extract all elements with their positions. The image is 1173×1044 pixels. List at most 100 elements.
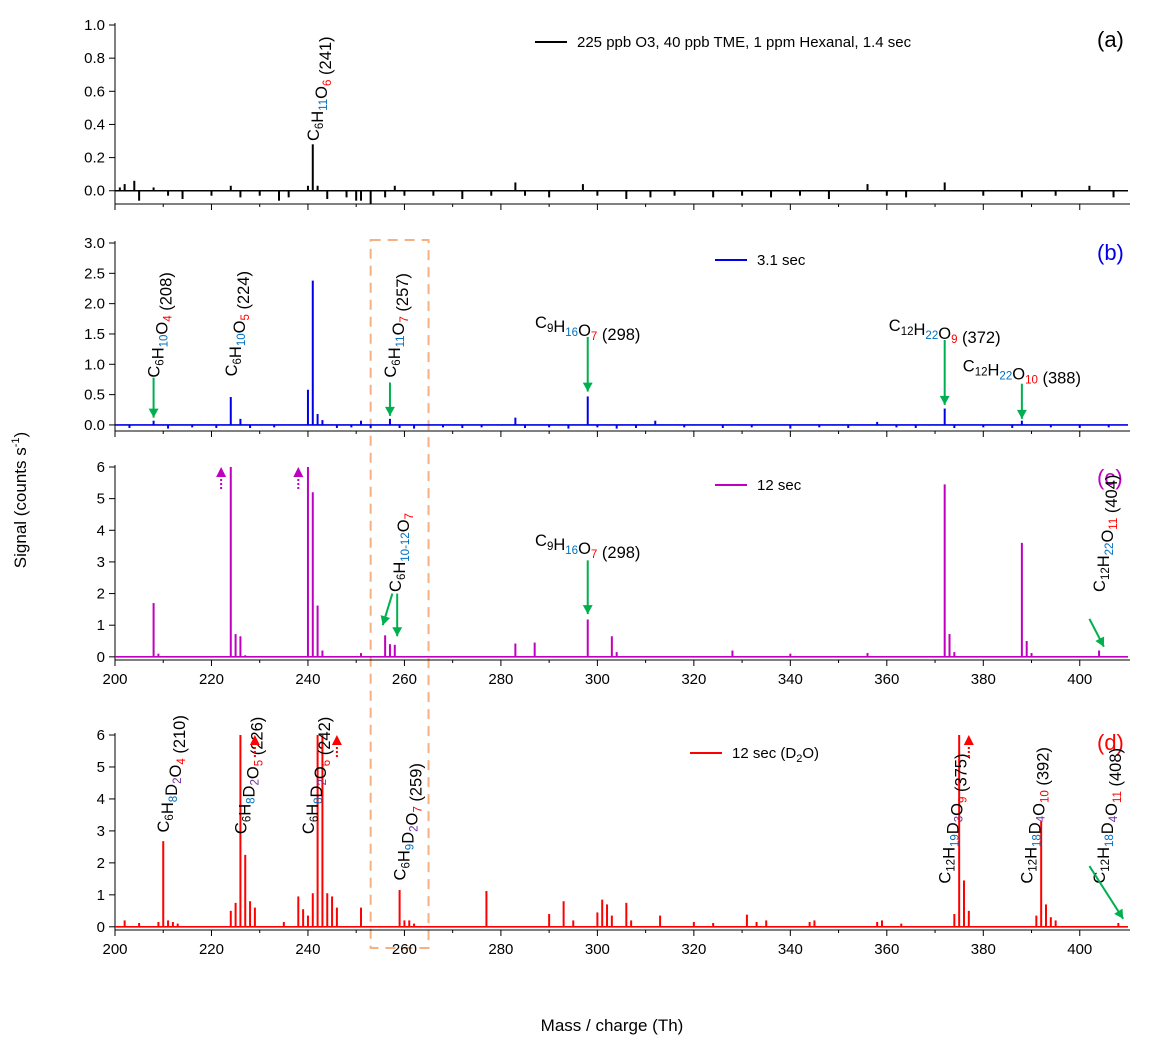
x-tick-label: 380 [971, 941, 996, 958]
y-tick-label: 0.8 [84, 50, 105, 67]
annotation-arrowhead [1114, 908, 1124, 919]
y-tick-label: 5 [97, 759, 105, 776]
y-tick-label: 2.5 [84, 265, 105, 282]
panel-label-b: (b) [1097, 240, 1124, 265]
formula-label: C12H22O10 (388) [963, 358, 1081, 388]
y-tick-label: 5 [97, 491, 105, 508]
x-tick-label: 320 [681, 941, 706, 958]
x-axis-label: Mass / charge (Th) [541, 1016, 684, 1035]
y-tick-label: 0.6 [84, 83, 105, 100]
x-tick-label: 260 [392, 941, 417, 958]
formula-label: C6H11O7 (257) [382, 273, 412, 378]
x-tick-label: 360 [874, 671, 899, 688]
legend-label-b: 3.1 sec [757, 252, 806, 269]
panel-label-c: (c) [1097, 465, 1123, 490]
offscale-marker-head [216, 467, 227, 477]
x-tick-label: 280 [488, 671, 513, 688]
formula-label: C6H10O4 (208) [146, 272, 176, 377]
annotation-arrowhead [939, 395, 950, 405]
y-tick-label: 0 [97, 919, 105, 936]
y-tick-label: 4 [97, 791, 105, 808]
x-tick-label: 200 [102, 941, 127, 958]
y-tick-label: 0.4 [84, 116, 105, 133]
y-tick-label: 1 [97, 617, 105, 634]
formula-label: C6H8D2O4 (210) [155, 715, 189, 832]
formula-label: C9H16O7 (298) [535, 532, 640, 562]
formula-label: C12H22O11 (404) [1091, 475, 1121, 592]
y-tick-label: 1 [97, 887, 105, 904]
highlight-box-layer [369, 239, 430, 949]
y-tick-label: 0.2 [84, 150, 105, 167]
formula-label: C6H8D2O5 (226) [232, 717, 266, 834]
y-tick-label: 0.5 [84, 387, 105, 404]
y-tick-label: 6 [97, 727, 105, 744]
y-tick-label: 3 [97, 823, 105, 840]
formula-label: C6H10-12O7 [387, 513, 416, 592]
x-tick-label: 240 [295, 671, 320, 688]
legend-label-a: 225 ppb O3, 40 ppb TME, 1 ppm Hexanal, 1… [577, 34, 912, 51]
offscale-marker-head [293, 467, 304, 477]
x-tick-label: 260 [392, 671, 417, 688]
panel-label-a: (a) [1097, 27, 1124, 52]
y-tick-label: 0.0 [84, 183, 105, 200]
x-tick-label: 300 [585, 671, 610, 688]
panel-b: 0.0 0.5 1.0 1.5 2.0 2.5 3.0 3.1 sec (b) C6H10O4 (… [84, 235, 1130, 437]
x-tick-label: 400 [1067, 941, 1092, 958]
y-tick-label: 2 [97, 855, 105, 872]
x-tick-label: 380 [971, 671, 996, 688]
panel-label-d: (d) [1097, 730, 1124, 755]
annotation-arrowhead [148, 408, 159, 418]
y-tick-label: 6 [97, 459, 105, 476]
legend-label-c: 12 sec [757, 477, 802, 494]
x-tick-label: 320 [681, 671, 706, 688]
y-tick-label: 0.0 [84, 417, 105, 434]
x-tick-label: 400 [1067, 671, 1092, 688]
x-tick-label: 200 [102, 671, 127, 688]
highlight-box [369, 239, 430, 949]
annotation-arrowhead [582, 605, 593, 615]
panels-layer: 0.0 0.2 0.4 0.6 0.8 1.0 225 ppb O3, 40 ppb TME… [84, 17, 1130, 958]
panel-d: 0 1 2 3 4 5 6 200 220 240 260 280 300 320 340 360 380 400… [97, 715, 1130, 958]
panel-a: 0.0 0.2 0.4 0.6 0.8 1.0 225 ppb O3, 40 ppb TME… [84, 17, 1130, 210]
y-tick-label: 2 [97, 586, 105, 603]
annotation-arrow [1088, 865, 1125, 920]
annotation-arrowhead [1016, 409, 1027, 419]
formula-label: C6H11O6 (241) [305, 36, 335, 141]
formula-label: C12H18D4O11 (408) [1091, 748, 1125, 884]
formula-label: C6H8D2O6 (242) [300, 717, 334, 834]
annotation-arrowhead [1095, 636, 1105, 647]
legend-label-d: 12 sec (D2O) [732, 745, 819, 765]
y-tick-label: 3 [97, 554, 105, 571]
y-tick-label: 0 [97, 649, 105, 666]
offscale-marker-head [963, 735, 974, 745]
x-tick-label: 220 [199, 941, 224, 958]
y-tick-label: 3.0 [84, 235, 105, 252]
annotation-arrowhead [380, 615, 391, 626]
formula-label: C6H9D2O7 (259) [392, 763, 426, 880]
y-axis-label-superscript: -1 [10, 437, 22, 447]
offscale-marker-head [331, 735, 342, 745]
x-tick-label: 300 [585, 941, 610, 958]
formula-label: C6H10O5 (224) [223, 271, 253, 376]
y-tick-label: 1.5 [84, 326, 105, 343]
annotation-arrowhead [385, 406, 395, 416]
x-tick-label: 340 [778, 941, 803, 958]
x-tick-label: 340 [778, 671, 803, 688]
formula-label: C9H16O7 (298) [535, 314, 640, 344]
annotation-arrowhead [582, 382, 593, 392]
y-axis-label: Signal (counts s-1) [10, 432, 30, 568]
panel-c: 0 1 2 3 4 5 6 200 220 240 260 280 300 320 340 360 380 400… [97, 459, 1130, 688]
y-tick-label: 1.0 [84, 17, 105, 34]
x-tick-label: 360 [874, 941, 899, 958]
x-tick-label: 240 [295, 941, 320, 958]
formula-label: C12H18D4O10 (392) [1019, 747, 1053, 884]
y-tick-label: 4 [97, 522, 105, 539]
y-axis-label-close: ) [11, 432, 30, 438]
x-tick-label: 280 [488, 941, 513, 958]
y-tick-label: 1.0 [84, 356, 105, 373]
formula-label: C12H19D3O9 (375) [937, 754, 971, 884]
y-tick-label: 2.0 [84, 296, 105, 313]
formula-label: C12H22O9 (372) [889, 317, 1001, 347]
